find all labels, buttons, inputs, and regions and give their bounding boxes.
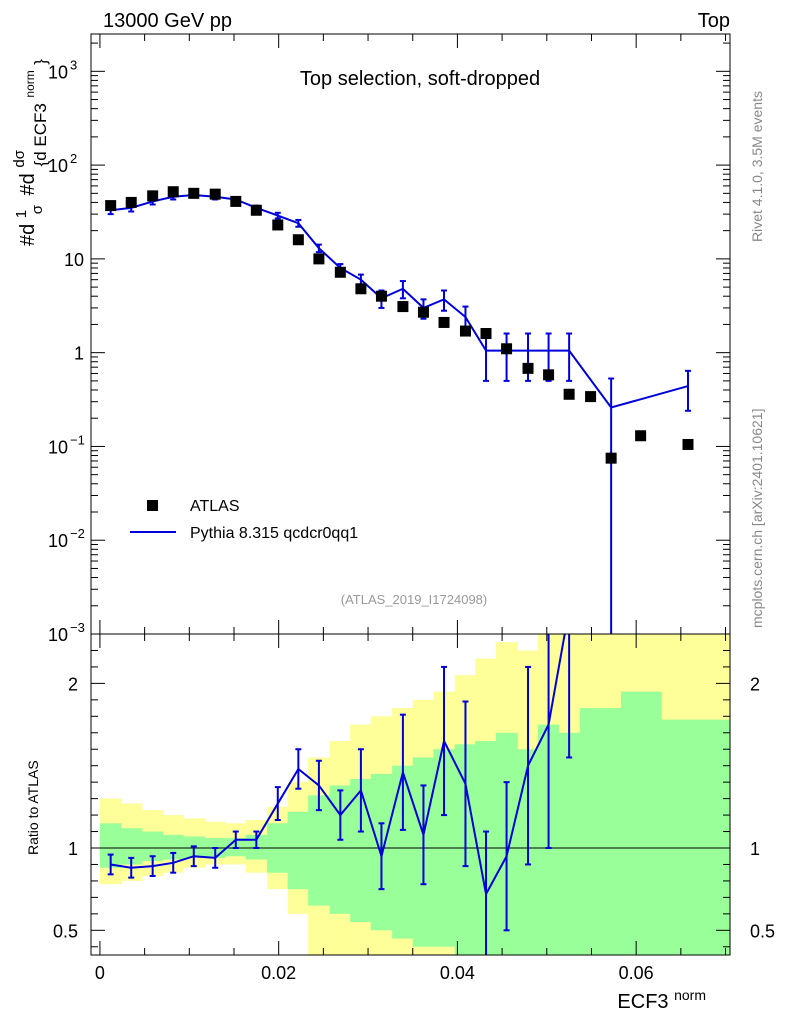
data-point — [585, 391, 597, 403]
ratio-uncertainty-bands — [99, 634, 731, 955]
data-point — [605, 452, 617, 464]
data-point — [501, 343, 513, 355]
data-point — [543, 369, 555, 381]
ratio-tick-label-left: 1 — [68, 839, 78, 859]
x-tick-label: 0.02 — [261, 963, 296, 983]
y-label-part: 1 — [13, 210, 30, 218]
data-point — [355, 283, 367, 295]
legend: ATLAS Pythia 8.315 qcdcr0qq1 — [130, 498, 358, 542]
side-text-bottom: mcplots.cern.ch [arXiv:2401.10621] — [749, 409, 765, 628]
y-tick-exponent: 2 — [70, 151, 77, 166]
y-tick-label: 10 — [48, 62, 68, 82]
ratio-y-axis-label: Ratio to ATLAS — [25, 760, 41, 855]
y-label-part: #d — [17, 224, 39, 246]
legend-data-marker — [147, 500, 158, 511]
y-tick-label: 1 — [74, 344, 84, 364]
data-point — [375, 290, 387, 302]
svg-text:#d 1 σ #d: #d 1 σ #d dσ {d ECF3 norm } — [7, 59, 51, 246]
data-point — [167, 186, 179, 198]
ratio-band-inner — [287, 811, 309, 890]
y-label-part: } — [31, 59, 50, 65]
ratio-band-inner — [579, 708, 601, 955]
y-tick-exponent: −1 — [70, 432, 85, 447]
data-point — [522, 362, 534, 374]
data-point — [682, 438, 694, 450]
data-point — [147, 190, 159, 202]
ratio-panel-data — [107, 634, 573, 955]
ratio-band-inner — [162, 834, 184, 860]
ratio-band-inner — [308, 795, 331, 906]
x-axis-label: ECF3 — [617, 991, 668, 1013]
main-panel-data — [105, 186, 694, 634]
ratio-band-inner — [99, 823, 121, 868]
y-tick-label: 10 — [48, 625, 68, 645]
y-label-part: norm — [23, 70, 37, 97]
y-tick-label: 10 — [48, 531, 68, 551]
data-point — [438, 316, 450, 328]
legend-label-data: ATLAS — [190, 498, 240, 515]
y-label-part: dσ — [11, 149, 28, 167]
data-point — [334, 266, 346, 278]
ratio-band-inner — [392, 765, 414, 939]
y-label-part: σ — [29, 204, 46, 214]
x-tick-label: 0 — [95, 963, 105, 983]
x-tick-label: 0.06 — [619, 963, 654, 983]
chart-title: Top selection, soft-dropped — [300, 68, 540, 90]
ratio-tick-label-right: 2 — [750, 674, 760, 694]
data-point — [188, 187, 200, 199]
ratio-tick-label-left: 0.5 — [53, 921, 78, 941]
ratio-band-inner — [558, 732, 581, 955]
analysis-label: (ATLAS_2019_I1724098) — [341, 592, 487, 607]
data-point — [563, 388, 575, 400]
data-point — [105, 200, 117, 212]
ratio-tick-label-left: 2 — [68, 674, 78, 694]
ratio-panel-frame — [90, 633, 731, 956]
data-point — [250, 204, 262, 216]
data-point — [292, 234, 304, 246]
data-point — [272, 219, 284, 231]
x-tick-label: 0.04 — [440, 963, 475, 983]
data-point — [313, 253, 325, 265]
ratio-band-inner — [661, 719, 731, 955]
svg-text:ECF3 norm: ECF3 norm — [617, 987, 706, 1013]
ratio-band-inner — [350, 778, 372, 923]
ratio-tick-label-right: 0.5 — [750, 921, 775, 941]
ratio-band-inner — [620, 691, 662, 955]
y-axis-title: #d 1 σ #d dσ {d ECF3 norm } — [7, 59, 51, 246]
data-point — [397, 301, 409, 313]
y-tick-exponent: 3 — [70, 57, 77, 72]
main-panel-frame — [90, 33, 731, 635]
legend-label-mc: Pythia 8.315 qcdcr0qq1 — [190, 525, 358, 542]
ratio-band-inner — [329, 785, 351, 914]
data-point — [230, 195, 242, 207]
header-left: 13000 GeV pp — [103, 10, 232, 32]
ratio-tick-label-right: 1 — [750, 839, 760, 859]
data-point — [459, 325, 471, 337]
y-label-part: {d ECF3 — [31, 103, 50, 166]
ratio-band-inner — [120, 828, 143, 865]
x-axis-title: ECF3 norm — [617, 987, 706, 1013]
ratio-band-inner — [600, 708, 622, 955]
header-right: Top — [698, 10, 730, 32]
y-label-part: #d — [17, 173, 39, 195]
side-text-top: Rivet 4.1.0, 3.5M events — [749, 91, 765, 242]
y-tick-exponent: −2 — [70, 526, 85, 541]
data-point — [480, 328, 492, 340]
y-tick-label: 10 — [48, 156, 68, 176]
y-tick-label: 10 — [64, 250, 84, 270]
x-axis-label-sup: norm — [674, 987, 706, 1003]
y-tick-label: 10 — [48, 437, 68, 457]
data-point — [125, 196, 137, 208]
data-point — [417, 306, 429, 318]
y-tick-exponent: −3 — [70, 620, 85, 635]
data-point — [635, 430, 647, 442]
data-point — [209, 188, 221, 200]
ratio-band-inner — [141, 831, 163, 862]
